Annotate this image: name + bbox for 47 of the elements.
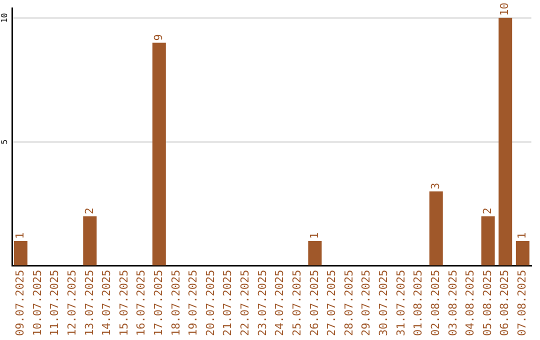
x-tick-label: 01.08.2025 — [412, 270, 425, 336]
x-tick-label: 13.07.2025 — [82, 270, 96, 336]
x-tick-label: 28.07.2025 — [342, 270, 356, 336]
x-tick-label: 31.07.2025 — [394, 270, 408, 336]
bar — [83, 216, 97, 266]
data-label: 1 — [308, 232, 321, 239]
bar — [481, 216, 495, 266]
y-tick-label: 5 — [0, 139, 10, 144]
x-tick-label: 04.08.2025 — [464, 270, 477, 336]
data-label: 2 — [82, 208, 96, 214]
x-tick-label: 20.07.2025 — [204, 270, 217, 336]
x-tick-label: 29.07.2025 — [360, 270, 373, 336]
x-tick-label: 27.07.2025 — [325, 270, 338, 336]
x-tick-label: 17.07.2025 — [152, 270, 165, 336]
data-label: 10 — [498, 2, 512, 16]
x-tick-label: 07.08.2025 — [516, 270, 529, 336]
bar — [429, 191, 443, 266]
x-tick-label: 25.07.2025 — [290, 270, 304, 336]
x-tick-label: 03.08.2025 — [446, 270, 460, 336]
bar — [308, 240, 322, 266]
x-tick-label: 22.07.2025 — [238, 270, 252, 336]
x-tick-label: 26.07.2025 — [308, 270, 321, 336]
x-tick-label: 02.08.2025 — [428, 270, 442, 336]
x-tick-label: 12.07.2025 — [65, 270, 78, 336]
x-tick-label: 09.07.2025 — [14, 270, 27, 336]
x-tick-label: 21.07.2025 — [221, 270, 234, 336]
x-tick-label: 06.08.2025 — [498, 270, 512, 336]
x-tick-label: 05.08.2025 — [480, 270, 494, 336]
data-label: 9 — [152, 34, 165, 41]
x-tick-label: 15.07.2025 — [117, 270, 130, 336]
bar — [498, 18, 512, 266]
x-tick-label: 24.07.2025 — [273, 270, 286, 336]
bar — [14, 240, 28, 266]
data-label: 1 — [14, 232, 27, 239]
x-tick-label: 30.07.2025 — [377, 270, 390, 336]
x-tick-label: 14.07.2025 — [100, 270, 114, 336]
x-tick-label: 11.07.2025 — [48, 270, 62, 336]
bar — [152, 42, 166, 266]
data-label: 2 — [480, 208, 494, 214]
bar — [516, 240, 530, 266]
x-tick-label: 18.07.2025 — [169, 270, 182, 336]
x-tick-label: 19.07.2025 — [186, 270, 200, 336]
x-tick-label: 23.07.2025 — [256, 270, 269, 336]
x-tick-label: 10.07.2025 — [30, 270, 44, 336]
data-label: 3 — [428, 182, 442, 190]
data-label: 1 — [516, 232, 529, 239]
x-tick-label: 16.07.2025 — [134, 270, 148, 336]
